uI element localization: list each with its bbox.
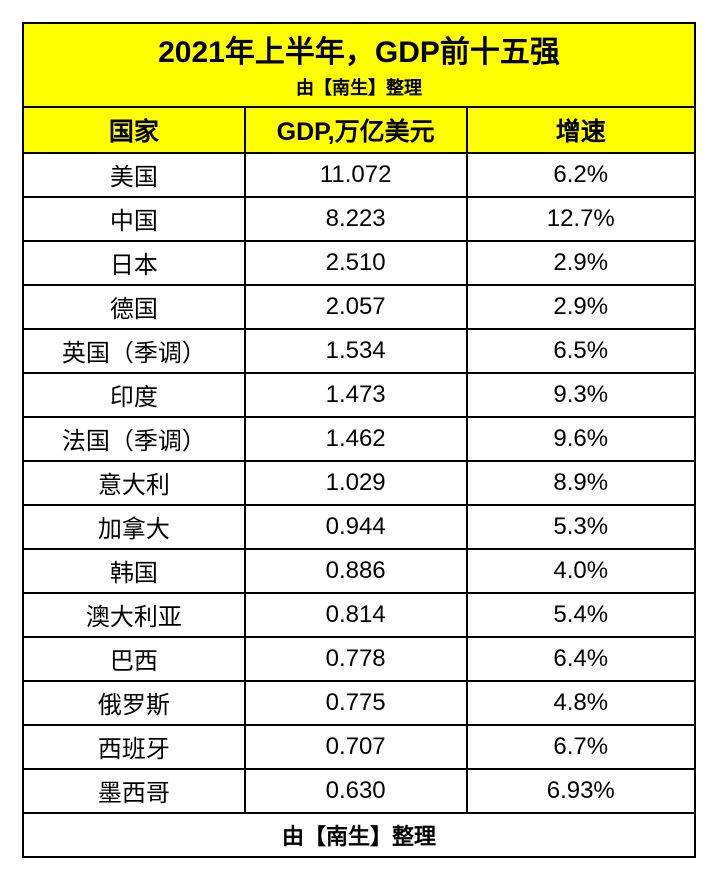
cell-growth: 4.0%: [467, 549, 696, 593]
cell-country: 意大利: [23, 461, 245, 505]
cell-growth: 4.8%: [467, 681, 696, 725]
table-row: 日本2.5102.9%: [23, 241, 695, 285]
cell-growth: 6.5%: [467, 329, 696, 373]
cell-country: 巴西: [23, 637, 245, 681]
table-row: 巴西0.7786.4%: [23, 637, 695, 681]
table-row: 印度1.4739.3%: [23, 373, 695, 417]
table-row: 西班牙0.7076.7%: [23, 725, 695, 769]
table-row: 中国8.22312.7%: [23, 197, 695, 241]
cell-growth: 5.3%: [467, 505, 696, 549]
cell-country: 墨西哥: [23, 769, 245, 813]
cell-country: 加拿大: [23, 505, 245, 549]
cell-gdp: 0.886: [245, 549, 467, 593]
cell-growth: 6.2%: [467, 153, 696, 197]
table-row: 法国（季调）1.4629.6%: [23, 417, 695, 461]
cell-country: 美国: [23, 153, 245, 197]
cell-growth: 12.7%: [467, 197, 696, 241]
cell-gdp: 1.029: [245, 461, 467, 505]
cell-country: 印度: [23, 373, 245, 417]
cell-growth: 6.7%: [467, 725, 696, 769]
cell-country: 法国（季调）: [23, 417, 245, 461]
table-row: 德国2.0572.9%: [23, 285, 695, 329]
cell-gdp: 11.072: [245, 153, 467, 197]
gdp-table-container: 2021年上半年，GDP前十五强 由【南生】整理 国家 GDP,万亿美元 增速 …: [0, 0, 724, 876]
header-row: 国家 GDP,万亿美元 增速: [23, 107, 695, 153]
cell-gdp: 0.944: [245, 505, 467, 549]
table-row: 意大利1.0298.9%: [23, 461, 695, 505]
header-country: 国家: [23, 107, 245, 153]
header-gdp: GDP,万亿美元: [245, 107, 467, 153]
cell-growth: 9.3%: [467, 373, 696, 417]
table-footer: 由【南生】整理: [23, 813, 695, 857]
cell-country: 韩国: [23, 549, 245, 593]
cell-growth: 2.9%: [467, 285, 696, 329]
cell-growth: 5.4%: [467, 593, 696, 637]
cell-country: 澳大利亚: [23, 593, 245, 637]
cell-gdp: 1.462: [245, 417, 467, 461]
cell-gdp: 0.630: [245, 769, 467, 813]
cell-gdp: 1.534: [245, 329, 467, 373]
header-growth: 增速: [467, 107, 696, 153]
gdp-table-body: 2021年上半年，GDP前十五强 由【南生】整理 国家 GDP,万亿美元 增速 …: [23, 23, 695, 857]
table-subtitle: 由【南生】整理: [30, 74, 688, 100]
title-cell: 2021年上半年，GDP前十五强 由【南生】整理: [23, 23, 695, 107]
table-row: 美国11.0726.2%: [23, 153, 695, 197]
cell-growth: 9.6%: [467, 417, 696, 461]
cell-country: 中国: [23, 197, 245, 241]
cell-gdp: 8.223: [245, 197, 467, 241]
cell-growth: 6.93%: [467, 769, 696, 813]
cell-gdp: 1.473: [245, 373, 467, 417]
cell-gdp: 0.707: [245, 725, 467, 769]
footer-row: 由【南生】整理: [23, 813, 695, 857]
cell-country: 德国: [23, 285, 245, 329]
cell-growth: 8.9%: [467, 461, 696, 505]
gdp-table: 2021年上半年，GDP前十五强 由【南生】整理 国家 GDP,万亿美元 增速 …: [22, 22, 696, 858]
cell-gdp: 0.814: [245, 593, 467, 637]
cell-gdp: 2.510: [245, 241, 467, 285]
cell-country: 西班牙: [23, 725, 245, 769]
cell-gdp: 2.057: [245, 285, 467, 329]
table-row: 俄罗斯0.7754.8%: [23, 681, 695, 725]
cell-country: 日本: [23, 241, 245, 285]
cell-growth: 6.4%: [467, 637, 696, 681]
title-row: 2021年上半年，GDP前十五强 由【南生】整理: [23, 23, 695, 107]
table-row: 加拿大0.9445.3%: [23, 505, 695, 549]
cell-country: 英国（季调）: [23, 329, 245, 373]
cell-country: 俄罗斯: [23, 681, 245, 725]
table-row: 澳大利亚0.8145.4%: [23, 593, 695, 637]
table-title: 2021年上半年，GDP前十五强: [30, 34, 688, 72]
cell-gdp: 0.775: [245, 681, 467, 725]
cell-gdp: 0.778: [245, 637, 467, 681]
table-row: 韩国0.8864.0%: [23, 549, 695, 593]
table-row: 英国（季调）1.5346.5%: [23, 329, 695, 373]
table-row: 墨西哥0.6306.93%: [23, 769, 695, 813]
cell-growth: 2.9%: [467, 241, 696, 285]
